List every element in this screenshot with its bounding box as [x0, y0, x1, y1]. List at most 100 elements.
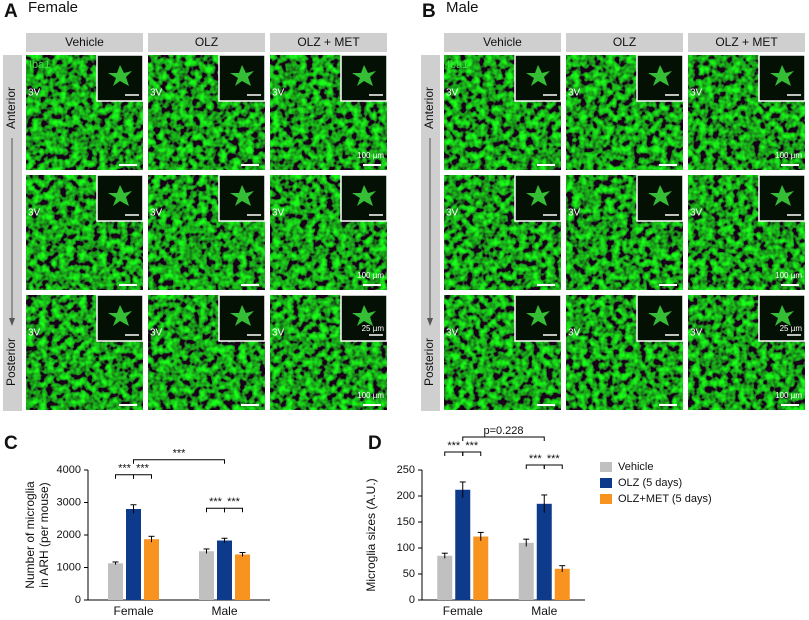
column-header-label: OLZ — [195, 35, 218, 49]
y-tick-label: 150 — [397, 516, 415, 528]
region-label: 3V — [272, 88, 285, 99]
column-header-label: OLZ + MET — [715, 35, 778, 49]
significance-label: *** — [173, 448, 187, 460]
column-header — [688, 33, 805, 52]
scale-bar-label: 100 µm — [357, 151, 384, 160]
legend-swatch — [600, 462, 612, 472]
bar — [108, 563, 123, 600]
significance-label: *** — [209, 496, 223, 508]
inset-cell — [526, 65, 550, 86]
region-label: 3V — [28, 88, 41, 99]
inset-cell — [108, 305, 132, 326]
region-label: 3V — [272, 328, 285, 339]
y-axis-label: Number of microglia — [23, 481, 37, 589]
inset-cell — [648, 185, 672, 206]
bar — [437, 555, 453, 600]
stain-label: Iba1 — [29, 59, 50, 71]
significance-bracket — [462, 451, 482, 456]
bar — [126, 509, 141, 600]
region-label: 3V — [568, 88, 581, 99]
posterior-label: Posterior — [422, 338, 436, 386]
inset-cell — [648, 305, 672, 326]
region-label: 3V — [690, 88, 703, 99]
inset-cell — [526, 305, 550, 326]
x-tick-label: Male — [211, 604, 237, 618]
scale-bar-label: 100 µm — [357, 391, 384, 400]
inset-cell — [352, 65, 376, 86]
significance-label: *** — [465, 440, 479, 452]
bar — [554, 568, 570, 600]
panel-letter: B — [422, 1, 436, 22]
legend-swatch — [600, 494, 612, 504]
arrow-head — [427, 318, 433, 326]
y-tick-label: 250 — [397, 464, 415, 476]
y-axis-label: Microglia sizes (A.U.) — [364, 478, 378, 591]
inset — [758, 54, 806, 102]
y-tick-label: 3000 — [57, 496, 81, 508]
panel-title: Female — [28, 0, 78, 16]
region-label: 3V — [150, 88, 163, 99]
significance-bracket — [224, 507, 243, 513]
region-label: 3V — [446, 328, 459, 339]
region-label: 3V — [690, 208, 703, 219]
bar — [455, 489, 471, 600]
column-header — [270, 33, 387, 52]
bar — [199, 551, 214, 600]
column-header-label: Vehicle — [65, 35, 104, 49]
inset-scale-bar-label: 25 µm — [780, 324, 803, 333]
region-label: 3V — [272, 208, 285, 219]
bar — [235, 554, 250, 600]
legend-label: Vehicle — [618, 461, 653, 473]
inset-cell — [526, 185, 550, 206]
significance-bracket — [462, 436, 545, 441]
inset-cell — [770, 185, 794, 206]
legend-label: OLZ+MET (5 days) — [618, 493, 712, 505]
x-tick-label: Female — [443, 604, 483, 618]
y-tick-label: 200 — [397, 490, 415, 502]
inset-cell — [108, 65, 132, 86]
region-label: 3V — [568, 328, 581, 339]
column-header — [148, 33, 265, 52]
panel-letter: C — [4, 433, 18, 454]
significance-bracket — [133, 474, 152, 479]
significance-bracket — [133, 459, 225, 464]
anterior-label: Anterior — [4, 87, 18, 129]
column-header — [566, 33, 683, 52]
significance-label: *** — [227, 496, 241, 508]
scale-bar-label: 100 µm — [775, 391, 802, 400]
y-tick-label: 4000 — [57, 464, 81, 476]
bar — [144, 539, 159, 600]
inset-cell — [770, 65, 794, 86]
column-header-label: Vehicle — [483, 35, 522, 49]
y-tick-label: 0 — [75, 594, 81, 606]
x-tick-label: Female — [113, 604, 153, 618]
panel-letter: D — [368, 433, 382, 454]
column-header — [444, 33, 561, 52]
scale-bar-label: 100 µm — [775, 151, 802, 160]
significance-bracket — [525, 464, 545, 469]
region-label: 3V — [150, 328, 163, 339]
region-label: 3V — [568, 208, 581, 219]
significance-bracket — [444, 451, 464, 456]
y-tick-label: 2000 — [57, 529, 81, 541]
significance-bracket — [543, 464, 563, 469]
region-label: 3V — [28, 328, 41, 339]
inset-cell — [352, 185, 376, 206]
bar — [536, 503, 552, 600]
significance-bracket — [115, 474, 134, 479]
inset-cell — [230, 185, 254, 206]
inset-cell — [352, 305, 376, 326]
scale-bar-label: 100 µm — [775, 271, 802, 280]
column-header-label: OLZ — [613, 35, 636, 49]
panel-title: Male — [446, 0, 479, 16]
inset-cell — [648, 65, 672, 86]
region-label: 3V — [690, 328, 703, 339]
bar — [473, 536, 489, 600]
inset-cell — [770, 305, 794, 326]
y-tick-label: 100 — [397, 542, 415, 554]
inset-cell — [230, 65, 254, 86]
significance-label: *** — [529, 453, 543, 465]
legend-label: OLZ (5 days) — [618, 477, 682, 489]
panel-letter: A — [4, 1, 18, 22]
